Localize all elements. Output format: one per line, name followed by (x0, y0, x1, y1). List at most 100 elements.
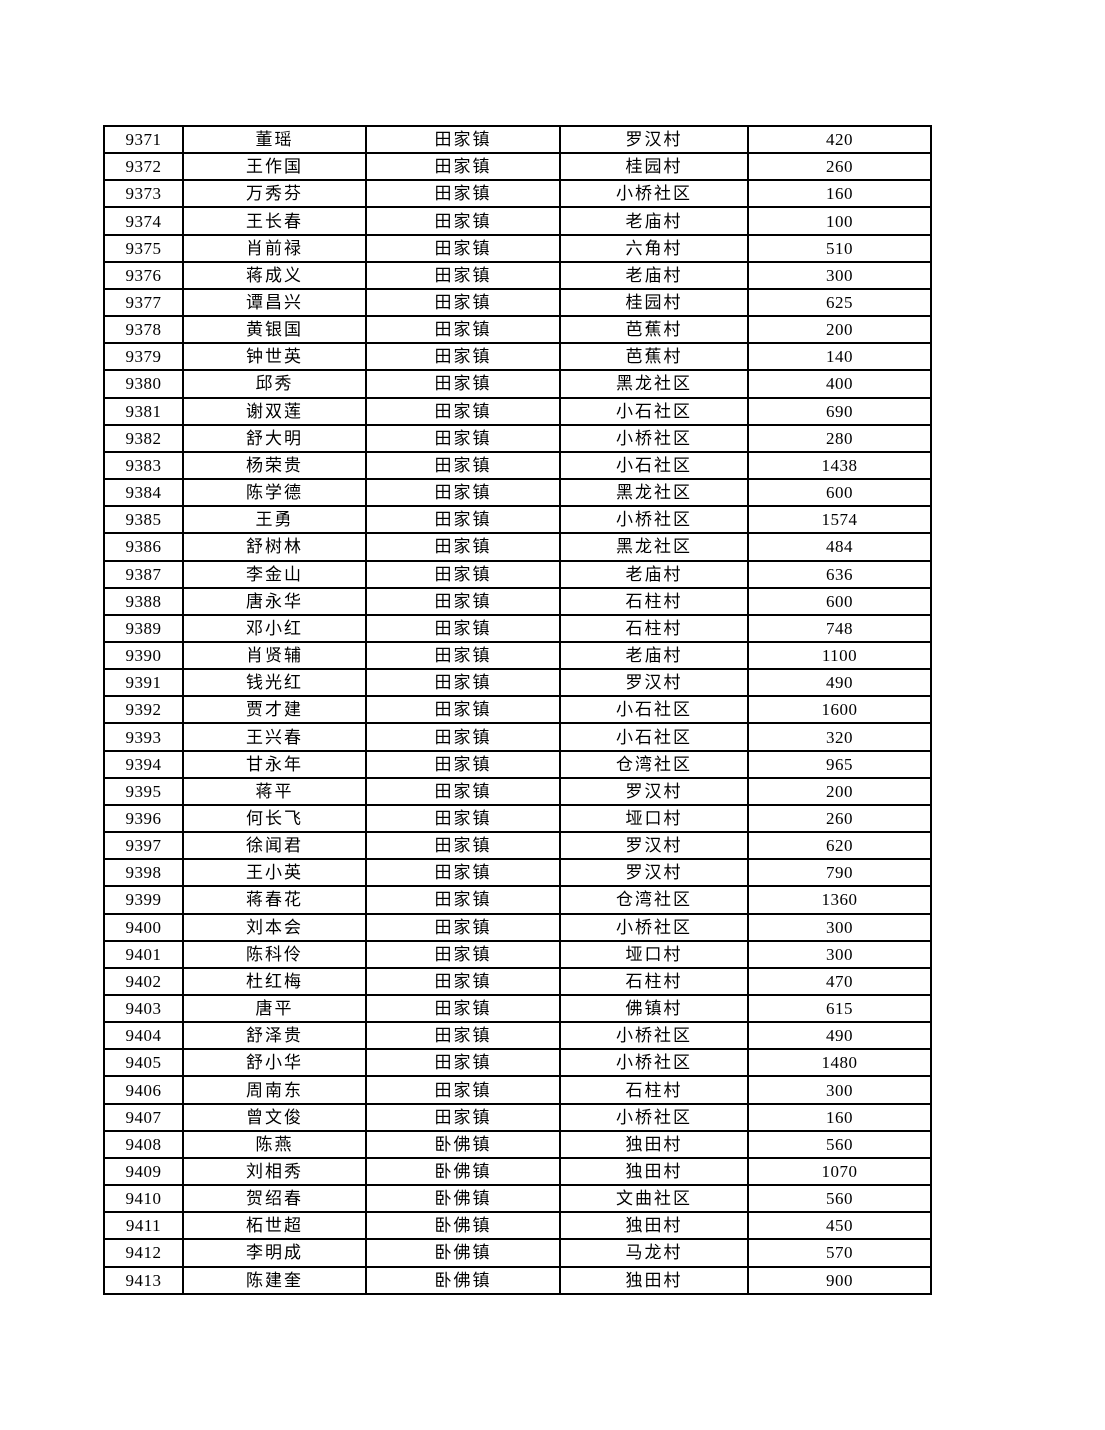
cell-amount: 160 (747, 179, 932, 209)
cell-name: 蒋成义 (182, 260, 367, 290)
table-row: 9374 王长春 田家镇 老庙村 100 (103, 206, 932, 236)
cell-id: 9381 (103, 396, 184, 426)
table-row: 9392 贾才建 田家镇 小石社区 1600 (103, 695, 932, 725)
cell-village: 桂园村 (559, 152, 749, 182)
cell-village: 独田村 (559, 1265, 749, 1296)
cell-town: 田家镇 (365, 912, 561, 942)
cell-amount: 1438 (747, 450, 932, 481)
table-row: 9403 唐平 田家镇 佛镇村 615 (103, 993, 932, 1024)
cell-amount: 900 (747, 1265, 932, 1296)
cell-amount: 160 (747, 1102, 932, 1132)
cell-amount: 300 (747, 912, 932, 942)
cell-amount: 300 (747, 260, 932, 290)
cell-name: 王小英 (182, 858, 367, 888)
cell-village: 罗汉村 (559, 831, 749, 861)
table-row: 9372 王作国 田家镇 桂园村 260 (103, 152, 932, 182)
cell-id: 9401 (103, 939, 184, 969)
table-row: 9402 杜红梅 田家镇 石柱村 470 (103, 966, 932, 997)
cell-village: 老庙村 (559, 640, 749, 671)
cell-town: 田家镇 (365, 396, 561, 426)
cell-name: 甘永年 (182, 749, 367, 779)
cell-name: 肖前禄 (182, 233, 367, 263)
cell-id: 9399 (103, 885, 184, 915)
table-row: 9377 谭昌兴 田家镇 桂园村 625 (103, 287, 932, 318)
cell-village: 文曲社区 (559, 1184, 749, 1214)
cell-village: 独田村 (559, 1129, 749, 1159)
cell-town: 田家镇 (365, 206, 561, 236)
cell-name: 舒小华 (182, 1048, 367, 1078)
cell-amount: 260 (747, 803, 932, 834)
cell-village: 小桥社区 (559, 423, 749, 453)
cell-name: 何长飞 (182, 803, 367, 834)
cell-id: 9407 (103, 1102, 184, 1132)
cell-town: 卧佛镇 (365, 1156, 561, 1187)
cell-village: 石柱村 (559, 613, 749, 643)
cell-id: 9400 (103, 912, 184, 942)
cell-village: 芭蕉村 (559, 342, 749, 372)
table-row: 9383 杨荣贵 田家镇 小石社区 1438 (103, 450, 932, 481)
cell-town: 田家镇 (365, 776, 561, 806)
table-row: 9395 蒋平 田家镇 罗汉村 200 (103, 776, 932, 806)
cell-name: 曾文俊 (182, 1102, 367, 1132)
cell-town: 田家镇 (365, 640, 561, 671)
cell-name: 贺绍春 (182, 1184, 367, 1214)
cell-amount: 1600 (747, 695, 932, 725)
cell-amount: 636 (747, 559, 932, 589)
table-row: 9396 何长飞 田家镇 垭口村 260 (103, 803, 932, 834)
cell-town: 田家镇 (365, 342, 561, 372)
cell-name: 王勇 (182, 505, 367, 535)
cell-village: 小桥社区 (559, 1021, 749, 1051)
table-row: 9391 钱光红 田家镇 罗汉村 490 (103, 668, 932, 698)
cell-id: 9387 (103, 559, 184, 589)
cell-amount: 570 (747, 1238, 932, 1268)
cell-town: 田家镇 (365, 423, 561, 453)
cell-name: 万秀芬 (182, 179, 367, 209)
cell-id: 9405 (103, 1048, 184, 1078)
cell-id: 9413 (103, 1265, 184, 1296)
cell-amount: 470 (747, 966, 932, 997)
cell-village: 石柱村 (559, 1075, 749, 1105)
table-row: 9397 徐闻君 田家镇 罗汉村 620 (103, 831, 932, 861)
cell-town: 田家镇 (365, 858, 561, 888)
cell-amount: 620 (747, 831, 932, 861)
cell-village: 罗汉村 (559, 668, 749, 698)
cell-id: 9398 (103, 858, 184, 888)
cell-town: 田家镇 (365, 586, 561, 616)
table-row: 9375 肖前禄 田家镇 六角村 510 (103, 233, 932, 263)
cell-id: 9392 (103, 695, 184, 725)
cell-amount: 510 (747, 233, 932, 263)
cell-name: 李明成 (182, 1238, 367, 1268)
cell-amount: 615 (747, 993, 932, 1024)
cell-town: 田家镇 (365, 287, 561, 318)
cell-id: 9385 (103, 505, 184, 535)
cell-id: 9383 (103, 450, 184, 481)
cell-name: 刘本会 (182, 912, 367, 942)
cell-town: 田家镇 (365, 1021, 561, 1051)
cell-id: 9410 (103, 1184, 184, 1214)
cell-name: 陈燕 (182, 1129, 367, 1159)
cell-name: 蒋平 (182, 776, 367, 806)
table-row: 9373 万秀芬 田家镇 小桥社区 160 (103, 179, 932, 209)
table-row: 9390 肖贤辅 田家镇 老庙村 1100 (103, 640, 932, 671)
cell-id: 9382 (103, 423, 184, 453)
cell-id: 9406 (103, 1075, 184, 1105)
cell-id: 9376 (103, 260, 184, 290)
cell-town: 卧佛镇 (365, 1184, 561, 1214)
cell-id: 9377 (103, 287, 184, 318)
cell-name: 蒋春花 (182, 885, 367, 915)
cell-name: 谢双莲 (182, 396, 367, 426)
cell-name: 舒树林 (182, 532, 367, 562)
cell-id: 9403 (103, 993, 184, 1024)
cell-amount: 200 (747, 776, 932, 806)
cell-village: 黑龙社区 (559, 369, 749, 399)
cell-village: 小桥社区 (559, 1102, 749, 1132)
cell-village: 独田村 (559, 1156, 749, 1187)
cell-village: 老庙村 (559, 206, 749, 236)
cell-id: 9393 (103, 722, 184, 752)
cell-name: 徐闻君 (182, 831, 367, 861)
cell-village: 小桥社区 (559, 505, 749, 535)
table-row: 9382 舒大明 田家镇 小桥社区 280 (103, 423, 932, 453)
cell-amount: 260 (747, 152, 932, 182)
cell-id: 9373 (103, 179, 184, 209)
